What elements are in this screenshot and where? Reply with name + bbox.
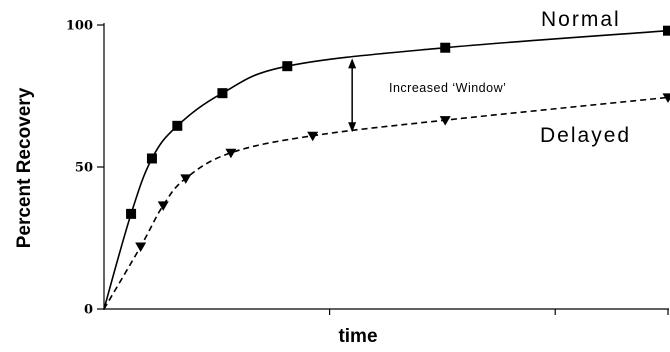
y-axis-title: Percent Recovery bbox=[14, 87, 35, 248]
x-axis-title: time bbox=[338, 326, 377, 347]
data-point-marker bbox=[180, 174, 192, 184]
series-label-delayed: Delayed bbox=[540, 124, 631, 147]
axes bbox=[103, 23, 669, 310]
series-delayed bbox=[103, 93, 670, 310]
data-point-marker bbox=[662, 93, 670, 103]
data-point-marker bbox=[225, 148, 237, 159]
series-line bbox=[103, 29, 669, 310]
data-point-marker bbox=[157, 201, 169, 211]
axis-ticks: 0 50 100 bbox=[66, 19, 669, 318]
data-point-marker bbox=[439, 116, 451, 126]
y-tick-label: 100 bbox=[66, 19, 93, 34]
series-line bbox=[103, 96, 669, 310]
data-point-marker bbox=[282, 61, 293, 72]
data-point-marker bbox=[307, 131, 319, 142]
data-point-marker bbox=[146, 153, 157, 164]
series-label-normal: Normal bbox=[541, 8, 621, 31]
data-point-marker bbox=[172, 120, 183, 131]
data-point-marker bbox=[663, 25, 670, 36]
series-layer bbox=[103, 25, 670, 310]
data-point-marker bbox=[135, 242, 147, 253]
data-point-marker bbox=[217, 88, 228, 99]
data-point-marker bbox=[126, 208, 137, 219]
y-tick-label: 50 bbox=[75, 161, 93, 176]
data-point-marker bbox=[440, 42, 451, 53]
increased-window-label: Increased ‘Window’ bbox=[389, 81, 506, 95]
series-normal bbox=[103, 25, 670, 310]
y-tick-label: 0 bbox=[84, 303, 93, 318]
